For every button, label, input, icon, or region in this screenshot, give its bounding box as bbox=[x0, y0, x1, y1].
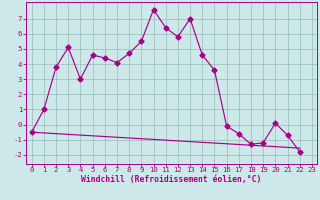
X-axis label: Windchill (Refroidissement éolien,°C): Windchill (Refroidissement éolien,°C) bbox=[81, 175, 261, 184]
